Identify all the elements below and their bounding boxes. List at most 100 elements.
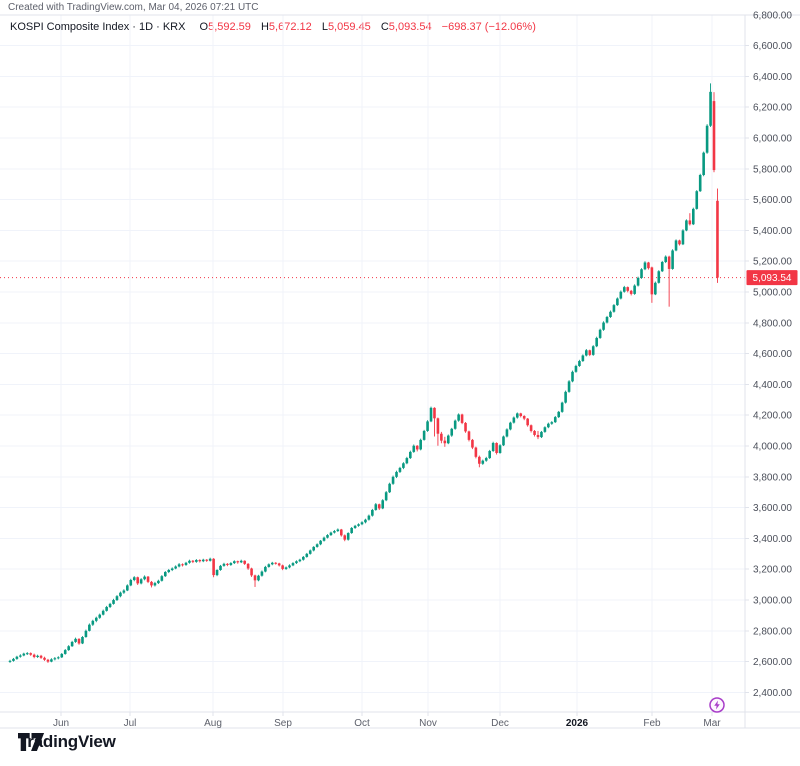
- price-axis-label[interactable]: 3,000.00: [753, 596, 792, 607]
- time-axis-label[interactable]: Nov: [419, 718, 437, 729]
- time-axis-label[interactable]: Mar: [703, 718, 721, 729]
- candle: [516, 412, 519, 419]
- price-axis-label[interactable]: 2,600.00: [753, 657, 792, 668]
- price-axis-label[interactable]: 3,200.00: [753, 565, 792, 576]
- candle: [139, 578, 143, 585]
- price-axis-label[interactable]: 4,800.00: [753, 318, 792, 329]
- candle: [46, 658, 50, 663]
- candle: [70, 640, 74, 647]
- candle: [91, 619, 95, 626]
- candle: [664, 255, 667, 264]
- time-axis-label[interactable]: Jul: [124, 718, 137, 729]
- time-axis-label[interactable]: Dec: [491, 718, 509, 729]
- candle: [312, 546, 315, 552]
- tradingview-logo-icon: [18, 733, 45, 751]
- candle: [688, 213, 692, 226]
- candle: [609, 310, 612, 318]
- time-axis-label[interactable]: Feb: [643, 718, 661, 729]
- candle: [146, 576, 150, 584]
- price-axis-label[interactable]: 4,400.00: [753, 380, 792, 391]
- price-axis-label[interactable]: 4,200.00: [753, 411, 792, 422]
- candle: [136, 576, 139, 585]
- candle: [422, 429, 426, 441]
- candle: [184, 561, 188, 566]
- price-axis-label[interactable]: 5,000.00: [753, 288, 792, 299]
- candle: [602, 321, 605, 331]
- candle: [181, 563, 184, 567]
- price-axis-label[interactable]: 5,600.00: [753, 195, 792, 206]
- price-axis-label[interactable]: 5,800.00: [753, 164, 792, 175]
- candle: [281, 564, 284, 571]
- price-axis-label[interactable]: 2,800.00: [753, 626, 792, 637]
- candle: [567, 380, 571, 393]
- flash-bolt-icon: [714, 700, 720, 710]
- price-axis-label[interactable]: 6,200.00: [753, 103, 792, 114]
- candle: [405, 456, 409, 465]
- candle: [467, 430, 471, 442]
- candle: [188, 559, 191, 564]
- candle: [578, 359, 581, 367]
- candle: [533, 430, 536, 437]
- candle: [277, 562, 281, 567]
- price-axis-label[interactable]: 5,400.00: [753, 226, 792, 237]
- price-axis-label[interactable]: 6,400.00: [753, 72, 792, 83]
- candle: [119, 591, 122, 598]
- candle: [98, 613, 102, 619]
- change-value: −698.37 (−12.06%): [441, 21, 536, 33]
- candle: [326, 534, 329, 539]
- candle: [491, 441, 495, 452]
- time-axis-label[interactable]: Sep: [274, 718, 292, 729]
- candle: [519, 412, 523, 418]
- candle: [391, 475, 395, 485]
- last-price-label: 5,093.54: [753, 273, 792, 284]
- high-label: H: [260, 21, 269, 33]
- candle: [512, 416, 516, 424]
- price-axis-label[interactable]: 5,200.00: [753, 257, 792, 268]
- candle: [215, 569, 219, 577]
- candle: [105, 605, 108, 612]
- candle: [229, 562, 233, 566]
- price-axis-label[interactable]: 3,400.00: [753, 534, 792, 545]
- candle: [709, 83, 712, 127]
- candle: [402, 462, 405, 470]
- price-axis-label[interactable]: 4,000.00: [753, 442, 792, 453]
- price-axis-label[interactable]: 3,800.00: [753, 472, 792, 483]
- candle: [236, 560, 240, 564]
- time-axis-label[interactable]: 2026: [566, 718, 589, 729]
- open-label: O: [199, 21, 209, 33]
- candle: [84, 629, 88, 638]
- price-axis-label[interactable]: 6,800.00: [753, 10, 792, 21]
- low-value: 5,059.45: [327, 21, 371, 33]
- time-axis-label[interactable]: Aug: [204, 718, 222, 729]
- price-axis-label[interactable]: 3,600.00: [753, 503, 792, 514]
- price-axis-label[interactable]: 2,400.00: [753, 688, 792, 699]
- chart-legend: KOSPI Composite Index · 1D · KRX O5,592.…: [10, 21, 536, 33]
- candle: [267, 563, 271, 568]
- last-price-label-bg: [746, 270, 798, 286]
- tradingview-logo[interactable]: TradingView: [18, 732, 116, 752]
- candle: [702, 151, 705, 177]
- candle: [502, 435, 505, 447]
- candle: [409, 450, 412, 459]
- candle: [15, 655, 19, 660]
- candle: [143, 575, 146, 581]
- candle: [126, 584, 129, 592]
- candle: [550, 421, 554, 425]
- candle: [257, 574, 260, 582]
- candle: [415, 445, 419, 452]
- price-axis-label[interactable]: 4,600.00: [753, 349, 792, 360]
- candle: [429, 406, 433, 423]
- time-axis-label[interactable]: Jun: [53, 718, 69, 729]
- candle: [692, 207, 695, 226]
- candle: [319, 539, 322, 546]
- candle: [481, 459, 485, 465]
- price-axis-label[interactable]: 6,000.00: [753, 134, 792, 145]
- created-with-text: Created with TradingView.com, Mar 04, 20…: [8, 2, 259, 13]
- open-value: 5,592.59: [208, 21, 251, 33]
- candle: [671, 249, 674, 270]
- time-axis-label[interactable]: Oct: [354, 718, 370, 729]
- price-axis-label[interactable]: 6,600.00: [753, 41, 792, 52]
- candle: [12, 657, 15, 662]
- candle: [63, 649, 67, 655]
